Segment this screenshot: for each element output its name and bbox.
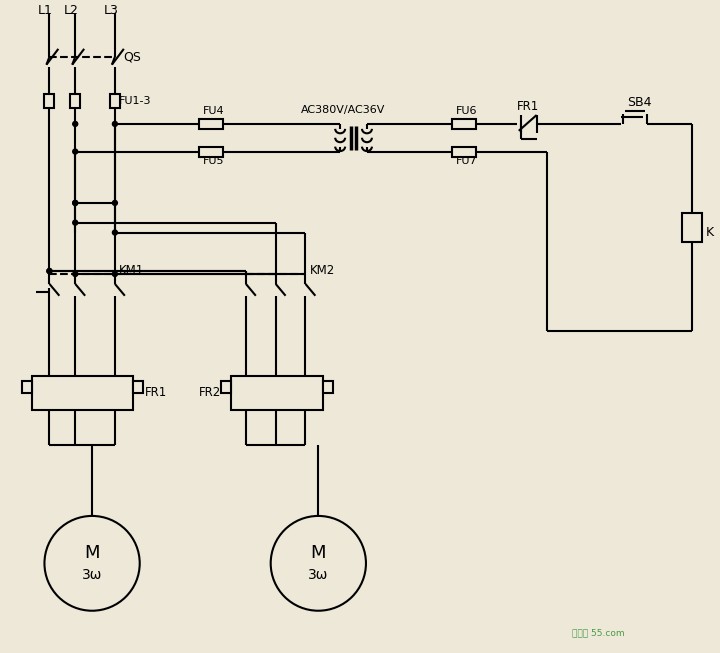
Text: FU7: FU7 <box>456 157 478 167</box>
Circle shape <box>73 121 78 127</box>
Bar <box>32 375 132 410</box>
Circle shape <box>112 272 117 276</box>
Circle shape <box>45 516 140 611</box>
Text: FU6: FU6 <box>456 106 478 116</box>
Text: 3ω: 3ω <box>82 568 102 582</box>
Text: FR2: FR2 <box>199 387 222 400</box>
Circle shape <box>73 149 78 154</box>
Text: AC380V/AC36V: AC380V/AC36V <box>300 105 384 115</box>
Bar <box>452 147 476 157</box>
Bar <box>323 381 333 392</box>
Bar <box>221 381 231 392</box>
Bar <box>110 94 120 108</box>
Text: K: K <box>706 226 714 239</box>
Bar <box>45 94 55 108</box>
Circle shape <box>271 516 366 611</box>
Text: M: M <box>84 545 100 562</box>
Text: L1: L1 <box>38 4 53 17</box>
Bar <box>22 381 32 392</box>
Circle shape <box>112 200 117 206</box>
Text: FU5: FU5 <box>203 157 225 167</box>
Text: FR1: FR1 <box>145 387 167 400</box>
Text: L3: L3 <box>104 4 118 17</box>
Circle shape <box>47 268 52 274</box>
Bar <box>132 381 143 392</box>
Bar <box>71 94 80 108</box>
Circle shape <box>112 230 117 235</box>
Circle shape <box>73 220 78 225</box>
Bar <box>199 147 223 157</box>
Text: 3ω: 3ω <box>308 568 328 582</box>
Text: 维修网 55.com: 维修网 55.com <box>572 628 624 637</box>
Circle shape <box>73 200 78 206</box>
Bar <box>452 119 476 129</box>
Text: FU1-3: FU1-3 <box>119 96 151 106</box>
Text: M: M <box>310 545 326 562</box>
Text: L2: L2 <box>64 4 78 17</box>
Text: QS: QS <box>123 50 140 63</box>
Text: FR1: FR1 <box>517 100 539 113</box>
Bar <box>199 119 223 129</box>
Text: SB4: SB4 <box>627 96 652 108</box>
Bar <box>683 213 702 242</box>
Text: KM2: KM2 <box>310 264 335 277</box>
Circle shape <box>73 272 78 276</box>
Circle shape <box>47 268 52 274</box>
Text: KM1: KM1 <box>119 264 144 277</box>
Text: FU4: FU4 <box>203 106 225 116</box>
Circle shape <box>73 200 78 206</box>
Bar <box>231 375 323 410</box>
Circle shape <box>112 121 117 127</box>
